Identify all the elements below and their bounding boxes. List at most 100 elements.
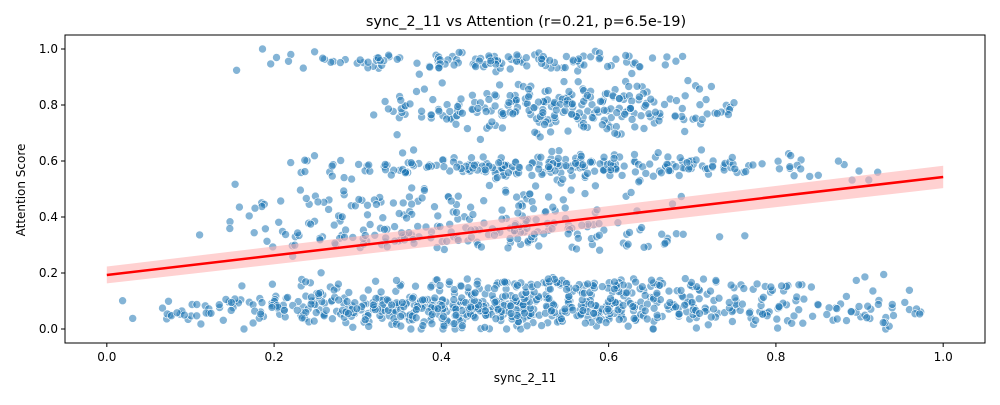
data-point: [470, 288, 480, 298]
data-point: [573, 77, 583, 86]
data-point: [418, 295, 428, 305]
data-point: [544, 294, 554, 303]
data-point: [484, 95, 494, 104]
data-point: [680, 300, 689, 310]
data-point: [535, 132, 545, 142]
data-point: [889, 311, 898, 320]
data-point: [562, 285, 571, 294]
data-point: [505, 64, 515, 74]
data-point: [740, 231, 750, 241]
data-point: [572, 244, 581, 254]
data-point: [428, 95, 438, 104]
data-point: [408, 293, 417, 303]
data-point: [863, 301, 873, 311]
data-point: [568, 305, 578, 315]
data-point: [380, 225, 389, 234]
data-point: [620, 109, 630, 119]
data-point: [586, 157, 595, 167]
data-point: [714, 293, 724, 303]
data-point: [583, 279, 593, 289]
data-point: [715, 232, 724, 242]
data-point: [586, 299, 596, 309]
data-point: [640, 291, 650, 300]
data-point: [453, 191, 463, 201]
data-point: [296, 185, 305, 195]
data-point: [486, 56, 496, 66]
data-point: [874, 300, 883, 309]
data-point: [631, 277, 640, 287]
data-point: [851, 276, 861, 285]
data-point: [854, 166, 864, 176]
data-point: [364, 322, 374, 331]
data-point: [758, 309, 768, 319]
data-point: [537, 321, 546, 330]
data-point: [316, 268, 326, 278]
data-point: [348, 322, 358, 332]
data-point: [745, 308, 754, 318]
data-point: [425, 62, 435, 72]
data-point: [354, 160, 363, 169]
data-point: [773, 323, 782, 333]
data-point: [501, 291, 510, 301]
data-point: [272, 53, 281, 62]
data-point: [772, 314, 782, 324]
data-point: [335, 58, 345, 67]
data-point: [639, 124, 649, 133]
data-point: [726, 280, 736, 290]
points-layer: [118, 44, 926, 334]
data-point: [327, 171, 337, 181]
data-point: [417, 193, 427, 203]
data-point: [594, 231, 604, 240]
data-point: [529, 204, 538, 213]
data-point: [675, 153, 685, 162]
data-point: [695, 309, 704, 318]
data-point: [553, 154, 563, 163]
data-point: [512, 192, 521, 202]
data-point: [472, 279, 482, 289]
data-point: [635, 62, 645, 71]
data-point: [618, 301, 628, 310]
data-point: [274, 218, 284, 227]
data-point: [724, 110, 733, 119]
y-tick-label: 0.2: [39, 266, 58, 280]
data-point: [832, 314, 842, 324]
data-point: [599, 152, 609, 162]
data-point: [297, 313, 307, 323]
data-point: [676, 286, 686, 295]
data-point: [757, 159, 767, 169]
data-point: [433, 304, 443, 314]
data-point: [215, 300, 224, 310]
data-point: [439, 312, 448, 321]
data-point: [670, 111, 680, 121]
data-point: [434, 106, 444, 116]
data-point: [637, 282, 647, 292]
data-point: [792, 292, 802, 302]
data-point: [798, 318, 808, 328]
data-point: [787, 318, 797, 328]
data-point: [629, 314, 639, 323]
data-point: [654, 116, 664, 126]
data-point: [424, 162, 433, 171]
data-point: [796, 164, 806, 174]
data-point: [225, 224, 235, 233]
x-tick-label: 0.0: [97, 350, 116, 364]
data-point: [748, 160, 758, 170]
data-point: [355, 55, 365, 65]
data-point: [579, 122, 589, 132]
data-point: [439, 162, 449, 171]
data-point: [281, 230, 290, 239]
data-point: [405, 192, 414, 202]
data-point: [663, 152, 673, 162]
data-point: [576, 151, 586, 161]
data-point: [372, 200, 381, 209]
data-point: [619, 161, 629, 171]
data-point: [628, 302, 638, 311]
data-point: [741, 167, 751, 176]
data-point: [578, 160, 588, 170]
data-point: [389, 198, 398, 208]
data-point: [813, 171, 823, 180]
data-point: [467, 153, 476, 162]
data-point: [495, 80, 504, 90]
data-point: [862, 313, 872, 323]
data-point: [466, 302, 476, 312]
